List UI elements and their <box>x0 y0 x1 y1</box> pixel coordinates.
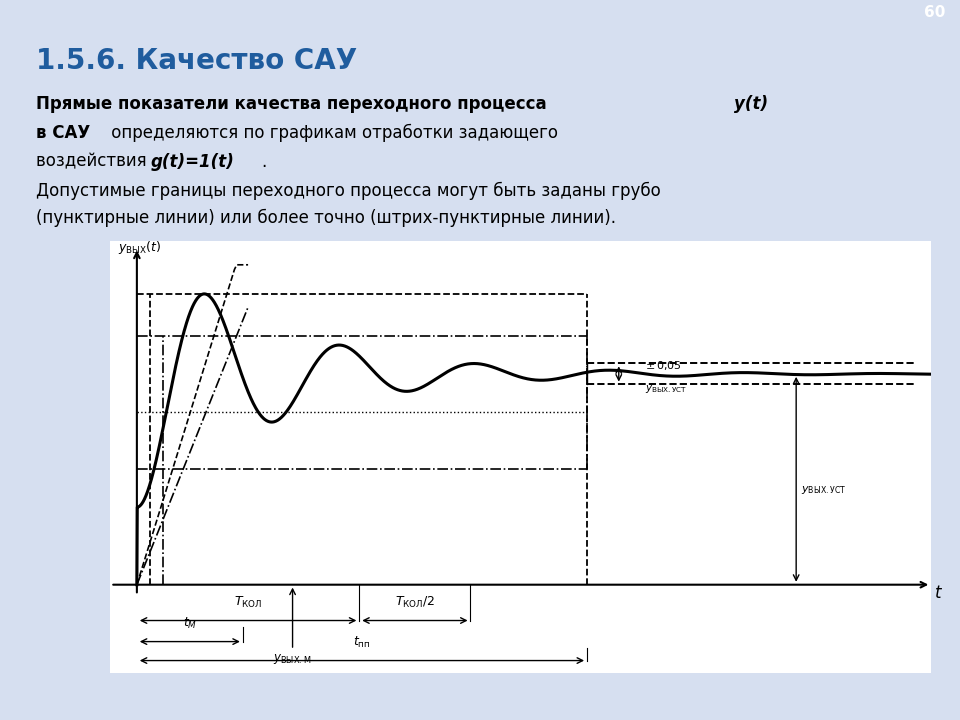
Text: .: . <box>261 153 266 171</box>
Text: $T_{\sf КОЛ}$: $T_{\sf КОЛ}$ <box>234 595 262 610</box>
Text: воздействия: воздействия <box>36 153 153 171</box>
Text: Прямые показатели качества переходного процесса: Прямые показатели качества переходного п… <box>36 95 553 113</box>
Text: $y_{\sf ВЫХ}(t)$: $y_{\sf ВЫХ}(t)$ <box>118 239 161 256</box>
Text: 1.5.6. Качество САУ: 1.5.6. Качество САУ <box>36 47 358 75</box>
Text: $t$: $t$ <box>934 584 943 602</box>
Text: 60: 60 <box>924 5 946 20</box>
Text: $y_{\sf ВЫХ.М}$: $y_{\sf ВЫХ.М}$ <box>274 652 312 666</box>
Text: $t_{\sf пп}$: $t_{\sf пп}$ <box>353 635 371 650</box>
Text: $y_{\sf ВЫХ.УСТ}$: $y_{\sf ВЫХ.УСТ}$ <box>645 383 687 395</box>
Text: $y_{\sf ВЫХ.УСТ}$: $y_{\sf ВЫХ.УСТ}$ <box>802 484 847 496</box>
Text: (пунктирные линии) или более точно (штрих-пунктирные линии).: (пунктирные линии) или более точно (штри… <box>36 209 616 227</box>
Text: y(t): y(t) <box>734 95 769 113</box>
Text: $\pm\,0{,}05$: $\pm\,0{,}05$ <box>645 359 682 372</box>
Text: определяются по графикам отработки задающего: определяются по графикам отработки задаю… <box>106 124 558 142</box>
Text: Допустимые границы переходного процесса могут быть заданы грубо: Допустимые границы переходного процесса … <box>36 181 661 199</box>
Text: в САУ: в САУ <box>36 124 91 142</box>
Text: $T_{\sf КОЛ}/2$: $T_{\sf КОЛ}/2$ <box>395 595 435 610</box>
Text: $t_M$: $t_M$ <box>182 616 197 631</box>
Text: g(t)=1(t): g(t)=1(t) <box>151 153 234 171</box>
